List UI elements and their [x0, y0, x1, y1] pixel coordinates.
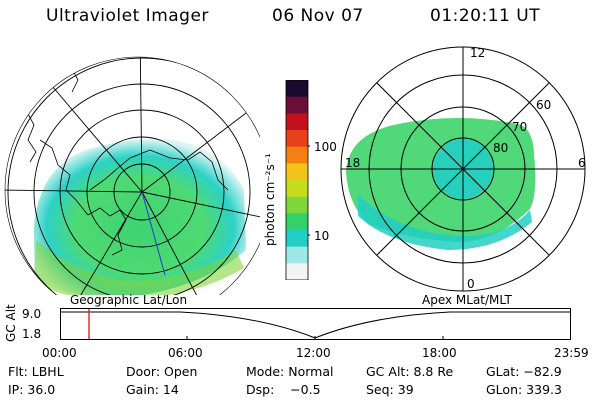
map-boundary: [4, 56, 260, 295]
gain-status: Gain: 14: [126, 382, 179, 397]
mlt-label-6: 6: [578, 156, 586, 170]
latitude-circles: [7, 57, 260, 295]
glon-status: GLon: 339.3: [486, 382, 562, 397]
mlat-label-60: 60: [536, 98, 552, 112]
timeline-xtick-4: 23:59: [554, 346, 589, 360]
geographic-map: [4, 56, 260, 295]
timeline-xtick-3: 18:00: [422, 346, 457, 360]
mlt-label-0: 0: [467, 277, 475, 291]
timeline-xtick-0: 00:00: [42, 346, 77, 360]
colorbar-swatch: [286, 130, 308, 148]
filter-status: Flt: LBHL: [8, 364, 64, 379]
timeline-ticks: [186, 336, 444, 340]
timeline-xtick-2: 12:00: [296, 346, 331, 360]
display-status: Dsp: −0.5: [246, 382, 321, 397]
timeline-ytick-1-8: 1.8: [22, 327, 42, 341]
mode-status: Mode: Normal: [246, 364, 334, 379]
altitude-curve: [61, 311, 570, 339]
colorbar-swatch: [286, 196, 308, 214]
auroral-oval-edge: [358, 194, 532, 250]
timeline-frame: [60, 308, 571, 340]
aurora-emission: [34, 138, 246, 295]
magnetic-map: [340, 46, 586, 292]
gc-alt-status: GC Alt: 8.8 Re: [366, 364, 454, 379]
colorbar-swatch: [286, 113, 308, 131]
mlt-label-18: 18: [345, 156, 361, 170]
colorbar-swatch: [286, 230, 308, 248]
glat-status: GLat: −82.9: [486, 364, 562, 379]
colorbar-unit-label: photon cm⁻²s⁻¹: [263, 153, 277, 246]
colorbar-swatch: [286, 146, 308, 164]
ip-status: IP: 36.0: [8, 382, 56, 397]
colorbar-tick-label-100: 100: [314, 140, 337, 154]
mlat-label-80: 80: [493, 141, 509, 155]
colorbar-swatch: [286, 180, 308, 198]
mlt-lines: [341, 47, 585, 291]
timeline-ytick-9: 9.0: [22, 307, 42, 321]
colorbar-swatch: [286, 80, 308, 98]
mlat-label-70: 70: [512, 120, 528, 134]
timeline-axis-label: GC Alt: [4, 304, 18, 342]
colorbar-swatch: [286, 263, 308, 280]
colorbar: [285, 80, 310, 280]
instrument-title: Ultraviolet Imager: [46, 6, 209, 26]
coastlines: [19, 57, 237, 256]
door-status: Door: Open: [126, 364, 198, 379]
altitude-timeline: [60, 308, 571, 340]
colorbar-tick-label-10: 10: [314, 229, 330, 243]
colorbar-swatch: [286, 213, 308, 231]
colorbar-swatch: [286, 246, 308, 264]
colorbar-swatch: [286, 96, 308, 114]
mlt-label-12: 12: [470, 46, 486, 60]
date-label: 06 Nov 07: [272, 6, 364, 26]
geographic-label: Geographic Lat/Lon: [70, 293, 188, 307]
colorbar-frame: [285, 80, 309, 280]
time-label: 01:20:11 UT: [430, 6, 541, 26]
colorbar-swatches: [286, 80, 308, 280]
orbit-track: [141, 191, 166, 276]
timeline-xtick-1: 06:00: [168, 346, 203, 360]
colorbar-swatch: [286, 163, 308, 181]
sequence-status: Seq: 39: [366, 382, 414, 397]
meridian-lines: [5, 57, 260, 295]
magnetic-label: Apex MLat/MLT: [422, 293, 512, 307]
